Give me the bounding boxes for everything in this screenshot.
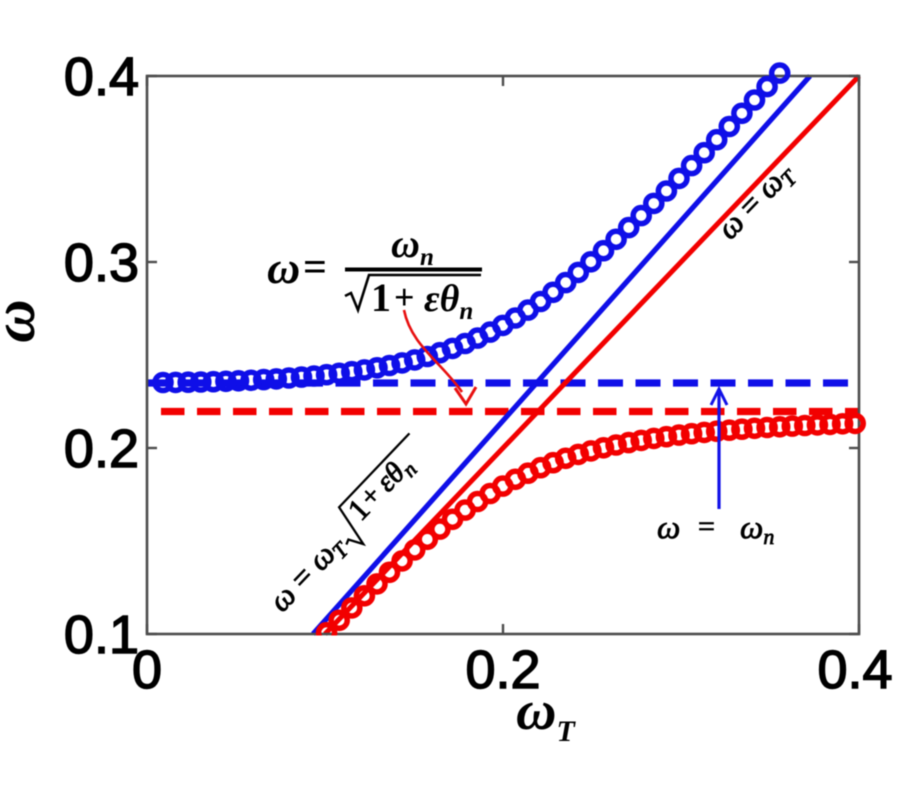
svg-text:=: = xyxy=(303,245,327,291)
svg-text:0.2: 0.2 xyxy=(465,640,540,700)
svg-text:=: = xyxy=(698,510,715,543)
svg-text:ω: ω xyxy=(267,242,300,293)
svg-text:+: + xyxy=(394,277,415,317)
svg-text:0.4: 0.4 xyxy=(817,640,892,700)
svg-text:ω: ω xyxy=(0,299,47,342)
svg-text:0.2: 0.2 xyxy=(64,419,139,479)
svg-text:0: 0 xyxy=(132,640,162,700)
svg-text:0.1: 0.1 xyxy=(64,605,139,665)
svg-text:0.4: 0.4 xyxy=(64,47,139,107)
svg-text:ω: ω xyxy=(657,510,680,546)
svg-text:ωn: ωn xyxy=(740,510,774,549)
svg-text:1: 1 xyxy=(371,275,391,320)
svg-text:0.3: 0.3 xyxy=(64,233,139,293)
